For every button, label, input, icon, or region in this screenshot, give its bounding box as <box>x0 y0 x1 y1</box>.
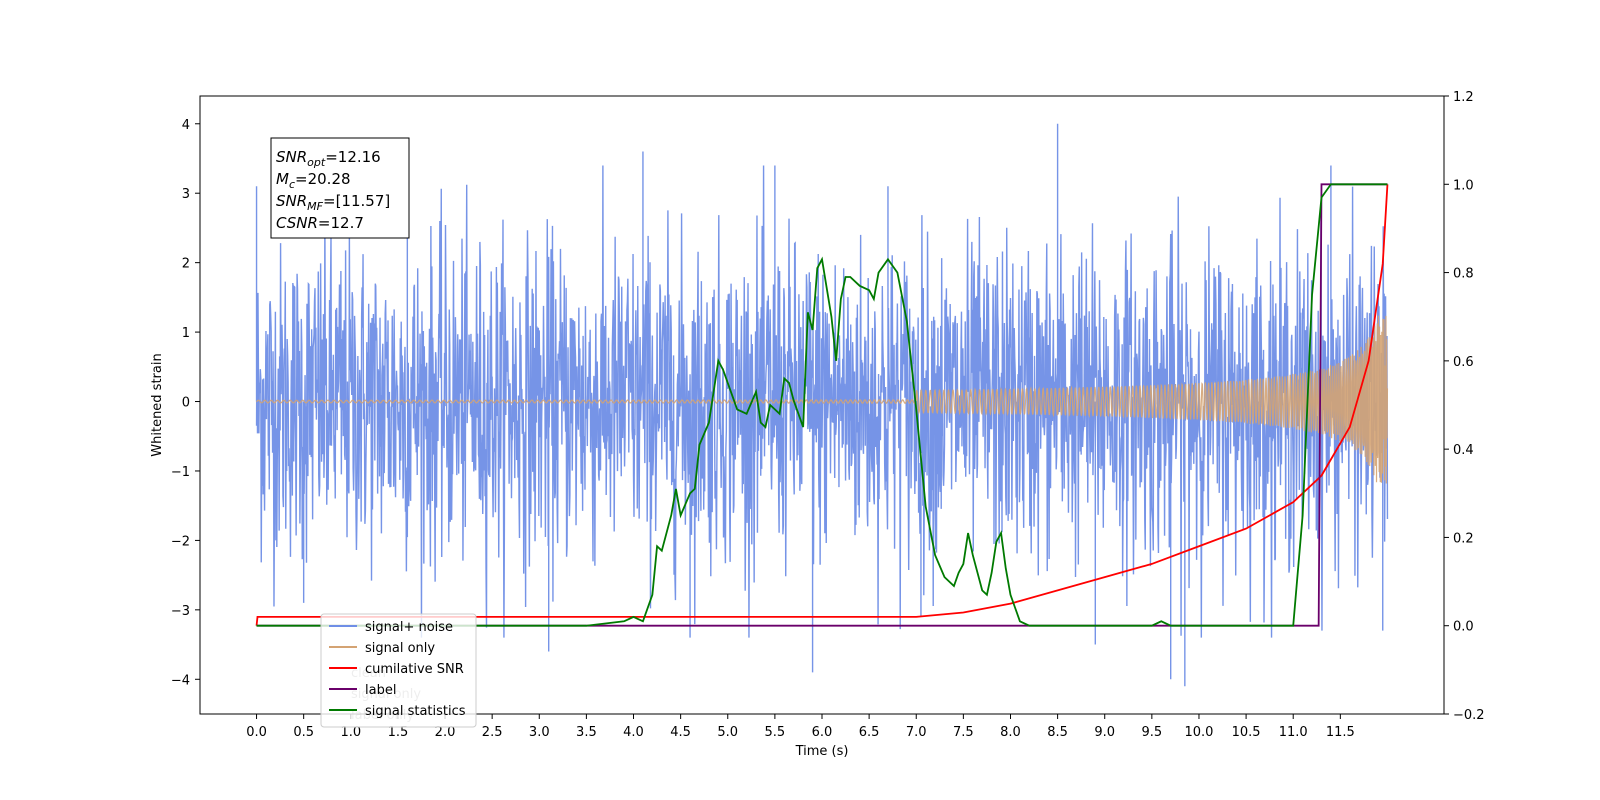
x-tick-label: 5.0 <box>717 725 738 740</box>
y2-tick-label: 0.0 <box>1453 620 1474 635</box>
legend-label: label <box>365 683 396 698</box>
x-tick-label: 2.5 <box>482 725 503 740</box>
x-tick-label: 7.5 <box>953 725 974 740</box>
x-tick-label: 3.0 <box>529 725 550 740</box>
legend: cleansignal onlylabel onlysignal+ noises… <box>320 613 477 728</box>
legend-label: signal+ noise <box>365 620 453 635</box>
y-tick-label: 1 <box>182 326 190 341</box>
series-signal-statistics-line <box>256 183 1388 627</box>
y-tick-label: −2 <box>171 534 190 549</box>
y2-tick-label: 1.0 <box>1453 178 1474 193</box>
legend-label: signal statistics <box>365 704 466 719</box>
x-tick-label: 0.5 <box>293 725 314 740</box>
y-tick-label: −4 <box>171 673 190 688</box>
x-tick-label: 0.0 <box>246 725 267 740</box>
y-tick-label: 0 <box>182 396 190 411</box>
info-line: SNRopt=12.16 <box>276 148 381 169</box>
x-tick-label: 6.0 <box>812 725 833 740</box>
x-tick-label: 10.0 <box>1184 725 1213 740</box>
series-signal-noise-line <box>255 123 1389 687</box>
y-tick-label: −1 <box>171 465 190 480</box>
series-signal-only-line <box>256 315 1389 484</box>
x-tick-label: 11.0 <box>1279 725 1308 740</box>
y-tick-label: 3 <box>182 187 190 202</box>
x-tick-label: 7.0 <box>906 725 927 740</box>
y-tick-label: 2 <box>182 257 190 272</box>
y2-tick-label: 1.2 <box>1453 90 1474 105</box>
x-tick-label: 11.5 <box>1326 725 1355 740</box>
info-box-frame <box>270 137 410 239</box>
y2-tick-label: 0.4 <box>1453 443 1474 458</box>
x-tick-label: 5.5 <box>765 725 786 740</box>
legend-label: signal only <box>365 641 435 656</box>
y-tick-label: 4 <box>182 118 190 133</box>
x-tick-label: 2.0 <box>435 725 456 740</box>
y2-tick-label: 0.6 <box>1453 355 1474 370</box>
y2-tick-label: 0.8 <box>1453 267 1474 282</box>
legend-label: cumilative SNR <box>365 662 464 677</box>
x-tick-label: 10.5 <box>1232 725 1261 740</box>
info-line: CSNR=12.7 <box>276 214 364 232</box>
x-tick-label: 6.5 <box>859 725 880 740</box>
x-tick-label: 8.5 <box>1047 725 1068 740</box>
x-tick-label: 9.5 <box>1142 725 1163 740</box>
x-tick-label: 9.0 <box>1094 725 1115 740</box>
x-tick-label: 4.0 <box>623 725 644 740</box>
series-cumilative-snr-line <box>255 184 1389 626</box>
x-tick-label: 8.0 <box>1000 725 1021 740</box>
y2-tick-label: 0.2 <box>1453 531 1474 546</box>
x-tick-label: 1.5 <box>388 725 409 740</box>
info-line: SNRMF=[11.57] <box>276 192 390 213</box>
legend-frame <box>320 613 477 728</box>
x-tick-label: 1.0 <box>340 725 361 740</box>
series-layer <box>255 123 1389 687</box>
axes-layer: 0.0 0.5 1.0 1.5 2.0 2.5 3.0 3.5 4.0 4.5 5.0 5.5 6.0 6… <box>171 90 1485 740</box>
y-axis-label: Whitened strain <box>150 353 165 456</box>
x-tick-label: 3.5 <box>576 725 597 740</box>
y-tick-label: −3 <box>171 604 190 619</box>
info-line: Mc=20.28 <box>276 170 351 191</box>
x-axis-label: Time (s) <box>795 744 849 759</box>
y2-tick-label: −0.2 <box>1453 708 1485 723</box>
x-tick-label: 4.5 <box>670 725 691 740</box>
info-box: SNRopt=12.16Mc=20.28SNRMF=[11.57]CSNR=12… <box>270 137 410 239</box>
